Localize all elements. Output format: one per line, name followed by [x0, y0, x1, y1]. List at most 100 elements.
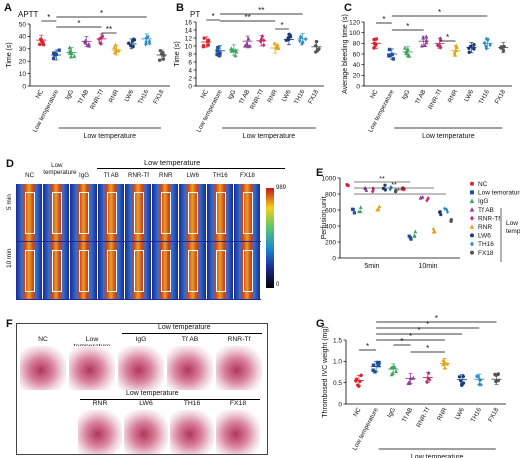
x-tick-label: 5min — [364, 263, 379, 270]
data-point — [420, 194, 425, 199]
significance-marker: * — [47, 13, 50, 22]
data-point — [482, 40, 487, 46]
y-tick-label: 20 — [353, 73, 361, 80]
data-point — [67, 45, 72, 50]
data-point — [374, 42, 378, 47]
data-point — [354, 377, 359, 381]
panel-f-group-top: Low temperature — [158, 324, 211, 331]
roi-box — [25, 250, 35, 292]
data-point — [157, 58, 162, 62]
data-point — [147, 41, 152, 46]
significance-marker: * — [438, 8, 441, 17]
data-point — [298, 38, 302, 44]
data-point — [272, 41, 277, 46]
significance-marker: * — [212, 12, 215, 21]
data-point — [407, 380, 412, 385]
histology-image — [170, 410, 214, 454]
data-point — [262, 38, 266, 43]
y-axis-title: Thrombosed IVC weight (mg) — [322, 326, 329, 417]
histology-label: Tf AB — [181, 336, 199, 343]
data-point — [161, 57, 166, 61]
data-point — [459, 379, 463, 383]
data-point — [475, 374, 479, 379]
column-label: Low temperature — [43, 162, 77, 176]
panel-f: F Low temperature Low temperature NC Low … — [6, 318, 296, 456]
data-point — [443, 206, 447, 211]
column-label: RNR-Tf — [128, 172, 149, 179]
data-point — [419, 43, 424, 48]
data-point — [202, 36, 206, 40]
data-point — [38, 42, 42, 47]
row-label-5min: 5 min — [6, 194, 13, 210]
histology-label: RNR-Tf — [227, 336, 251, 343]
panel-a-title: APTT — [18, 10, 39, 19]
data-point — [445, 209, 450, 214]
y-tick-label: 16 — [185, 19, 193, 26]
x-tick-label: RNR-Tf — [89, 88, 105, 110]
x-tick-label: NC — [352, 406, 363, 418]
y-tick-label: 40 — [19, 34, 27, 41]
data-point — [427, 370, 431, 376]
panel-b-title: PT — [190, 10, 200, 19]
y-tick-label: 4 — [188, 67, 192, 74]
panel-a-letter: A — [4, 2, 12, 14]
data-point — [431, 226, 436, 231]
doppler-image — [206, 242, 234, 299]
data-point — [425, 379, 429, 385]
x-tick-label: TH16 — [470, 406, 484, 423]
y-tick-label: 800 — [325, 191, 336, 198]
data-point — [68, 48, 73, 53]
data-point — [496, 378, 500, 383]
data-point — [229, 46, 234, 51]
data-point — [377, 204, 382, 209]
data-point — [129, 44, 133, 48]
x-tick-label: Tf AB — [401, 407, 414, 424]
significance-marker: * — [382, 15, 385, 24]
data-point — [233, 53, 238, 58]
group-label: Low temperature — [411, 454, 464, 458]
roi-box — [242, 250, 253, 292]
data-point — [438, 210, 442, 214]
x-tick-label: IgG — [386, 407, 397, 419]
data-point — [460, 383, 464, 388]
data-point — [502, 44, 506, 49]
x-tick-label: LW6 — [281, 88, 293, 103]
panel-f-group-line — [122, 333, 262, 334]
data-point — [144, 39, 148, 45]
x-tick-label: IgG — [227, 89, 238, 101]
data-point — [376, 207, 381, 211]
column-label: FX18 — [239, 172, 255, 179]
doppler-image — [43, 242, 71, 299]
significance-marker: ** — [379, 176, 385, 183]
doppler-image — [124, 184, 153, 241]
legend-label: LW6 — [478, 233, 491, 240]
histology-frame — [16, 323, 268, 455]
data-point — [314, 43, 318, 48]
y-axis-title: Average bleeding time (s) — [342, 14, 349, 94]
data-point — [130, 39, 135, 43]
y-tick-label: 1000 — [322, 175, 337, 182]
histology-label: TH16 — [183, 400, 201, 407]
data-point — [391, 57, 395, 61]
data-point — [426, 196, 430, 201]
data-point — [215, 52, 219, 57]
roi-box — [79, 192, 90, 234]
data-point — [394, 369, 399, 373]
column-label: Tf AB — [103, 172, 119, 179]
histology-image — [78, 410, 122, 454]
histology-label: FX18 — [229, 400, 247, 407]
panel-f-letter: F — [6, 318, 13, 330]
data-point — [358, 379, 362, 383]
roi-box — [215, 250, 226, 292]
data-point — [431, 229, 436, 234]
significance-marker: * — [435, 314, 438, 323]
roi-box — [52, 250, 63, 292]
roi-box — [106, 250, 117, 292]
x-tick-label: TH16 — [293, 88, 307, 105]
legend-marker — [469, 198, 475, 203]
significance-marker: ** — [397, 188, 403, 195]
panel-f-group-line-2 — [80, 399, 260, 400]
group-label: Low temperature — [243, 133, 296, 140]
data-point — [41, 40, 45, 45]
